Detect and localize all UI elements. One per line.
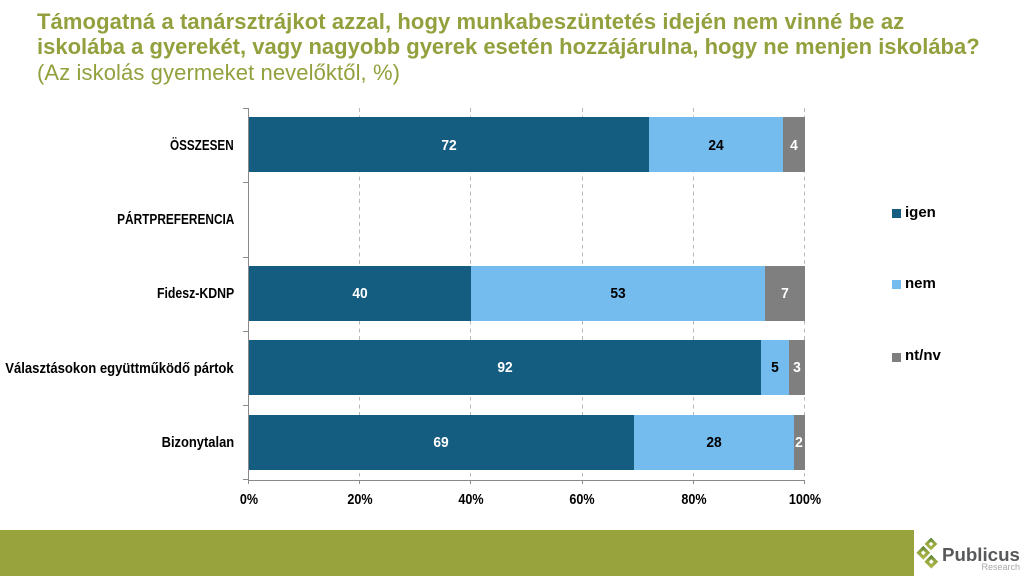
svg-text:Publicus: Publicus (942, 544, 1020, 565)
svg-text:Research: Research (981, 562, 1020, 572)
